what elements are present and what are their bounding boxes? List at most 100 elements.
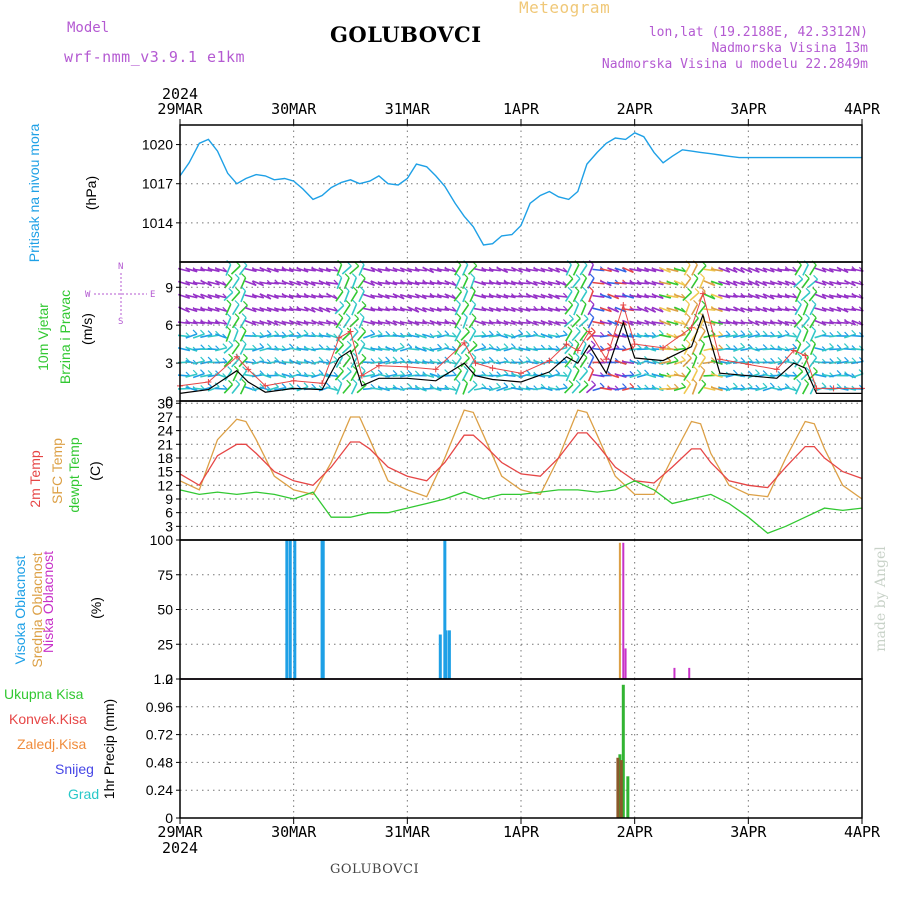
wind-barb [392,334,405,338]
wind-barb-flag [588,286,594,292]
wind-barb [422,294,435,299]
wind-barb-flag [692,365,698,371]
wind-barb [370,294,383,299]
wind-barb [244,267,257,273]
wind-barb [274,294,287,299]
wind-barb [697,265,707,275]
wind-barb [644,267,657,273]
wind-barb-flag [732,382,738,388]
wind-barb [565,369,572,382]
wind-barb-flag [574,286,580,292]
wind-barb-flag [796,339,802,345]
wind-barb-flag [318,307,324,313]
wind-barb [629,320,642,325]
wind-barb-flag [456,353,462,358]
wind-barb [215,280,227,287]
wind-barb [503,294,516,299]
wind-barb [214,387,228,390]
wind-barb-flag [798,367,804,373]
wind-barb-flag [733,345,739,351]
wind-barb [454,382,461,395]
wind-barb [481,307,494,312]
wind-barb-flag [359,286,365,292]
cloud-bar [285,540,289,679]
wind-barb [362,346,376,352]
wind-barb-flag [470,365,476,371]
wind-barb [587,356,595,369]
wind-barb [342,357,352,368]
precip-total-label: Ukupna Kisa [4,686,84,702]
wind-barb [579,330,588,342]
wind-barb-flag [241,378,247,384]
wind-barb [622,266,634,274]
wind-barb [318,320,331,325]
wind-max-marker [699,290,706,297]
y-tick-label: 0.72 [146,727,173,743]
wind-barb [710,307,723,313]
wind-barb-flag [241,313,247,318]
wind-barb [407,294,420,299]
wind-barb [185,294,198,299]
wind-barb [614,359,627,365]
wind-barb [468,330,477,342]
wind-barb [555,294,568,298]
wind-barb [318,306,331,313]
wind-barb-flag [353,326,359,332]
wind-max-marker [574,347,581,354]
wind-barb [342,383,352,394]
precip-bar [626,776,630,818]
wind-barb [762,320,775,325]
wind-barb [725,334,738,338]
wind-barb-flag [235,287,241,293]
wind-barb [755,320,768,326]
wind-barb [303,306,316,313]
wind-barb [666,387,679,391]
wind-barb [769,320,783,325]
wind-barb [784,347,797,352]
wind-barb-flag [266,294,272,300]
wind-barb-flag [582,286,588,292]
wind-barb-flag [548,371,554,377]
wind-barb-flag [755,384,761,390]
wind-barb-flag [588,365,594,371]
wind-barb-flag [451,267,457,273]
wind-barb [836,306,849,313]
wind-barb [802,303,809,316]
wind-barb [399,281,413,286]
wind-barb [762,373,775,378]
wind-barb [525,319,538,326]
wind-barb [288,307,302,312]
wind-barb [725,320,738,326]
wind-barb [192,293,205,300]
wind-barb [334,304,345,315]
cloud-bar [444,630,448,679]
wind-barb [444,280,457,287]
wind-barb [540,386,553,392]
wind-barb [311,267,324,273]
y-tick-label: 1.2 [154,671,174,687]
wind-barb [800,291,811,302]
wind-barb [192,307,205,312]
wind-max-marker [563,341,570,348]
wind-barb [555,361,568,364]
wind-barb-flag [414,370,420,376]
wind-barb [540,280,553,286]
wind-barb-flag [464,327,470,333]
wind-barb [740,266,753,274]
wind-barb-flag [337,378,343,384]
wind-barb [548,293,560,300]
wind-barb [318,295,331,298]
wind-barb-flag [353,340,359,346]
wind-barb-flag [568,300,573,306]
wind-barb-flag [651,331,657,337]
wind-barb [214,294,228,299]
wind-barb [614,267,627,273]
wind-barb-flag [718,330,724,336]
wind-barb-flag [338,313,344,319]
wind-barb-flag [352,286,358,292]
wind-barb [836,360,849,365]
wind-barb [525,280,538,287]
wind-barb [725,280,738,287]
wind-barb-flag [629,370,635,376]
wind-barb-flag [488,330,494,336]
